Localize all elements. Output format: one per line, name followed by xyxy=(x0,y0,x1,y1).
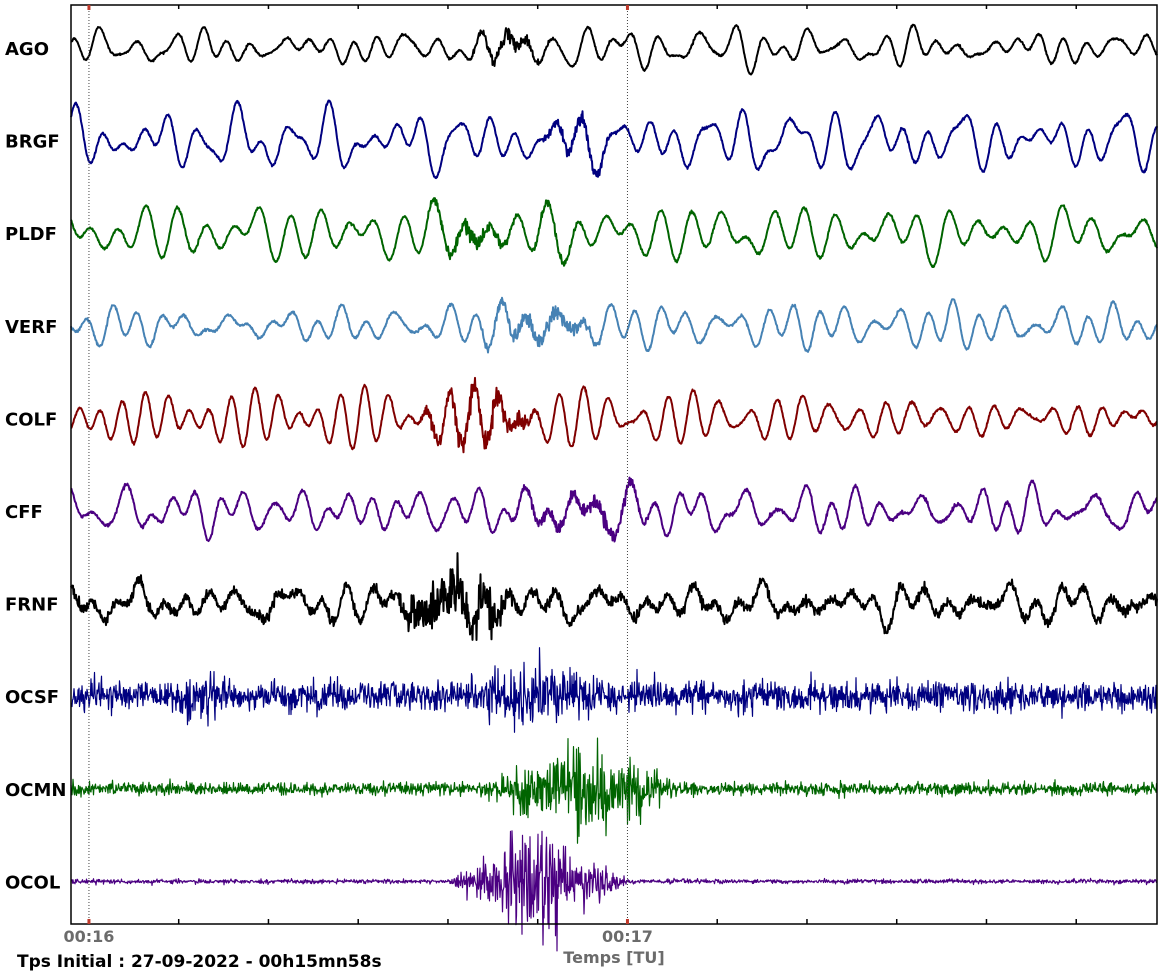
trace-cff xyxy=(70,476,1158,543)
x-tick-label: 00:16 xyxy=(63,927,114,946)
trace-verf xyxy=(70,296,1158,354)
station-label-pldf: PLDF xyxy=(5,224,57,245)
station-label-ocsf: OCSF xyxy=(5,687,59,708)
axes: 00:16 00:17 xyxy=(63,4,1158,946)
time-marker-top xyxy=(87,5,91,10)
station-labels: AGO BRGF PLDF VERF COLF CFF FRNF OCSF OCMN OCOL xyxy=(5,39,67,893)
plot-frame xyxy=(70,4,1158,925)
trace-ocmn xyxy=(70,737,1158,844)
time-marker-bottom xyxy=(87,919,91,924)
station-label-brgf: BRGF xyxy=(5,132,60,153)
trace-colf xyxy=(70,376,1158,454)
trace-brgf xyxy=(70,99,1158,180)
trace-frnf xyxy=(70,552,1158,641)
trace-ago xyxy=(70,23,1158,76)
x-tick-label: 00:17 xyxy=(602,927,653,946)
trace-pldf xyxy=(70,197,1158,268)
station-label-frnf: FRNF xyxy=(5,595,59,616)
trace-ocol xyxy=(70,830,1158,952)
time-marker-bottom xyxy=(625,919,629,924)
station-label-verf: VERF xyxy=(5,317,57,338)
station-label-cff: CFF xyxy=(5,502,43,523)
station-label-colf: COLF xyxy=(5,409,57,430)
station-label-ago: AGO xyxy=(5,39,49,60)
traces xyxy=(70,23,1158,952)
station-label-ocol: OCOL xyxy=(5,872,60,893)
x-axis-label: Temps [TU] xyxy=(563,948,664,967)
time-marker-top xyxy=(625,5,629,10)
trace-ocsf xyxy=(70,647,1158,733)
station-label-ocmn: OCMN xyxy=(5,780,67,801)
initial-time-footer: Tps Initial : 27-09-2022 - 00h15mn58s xyxy=(17,952,382,972)
